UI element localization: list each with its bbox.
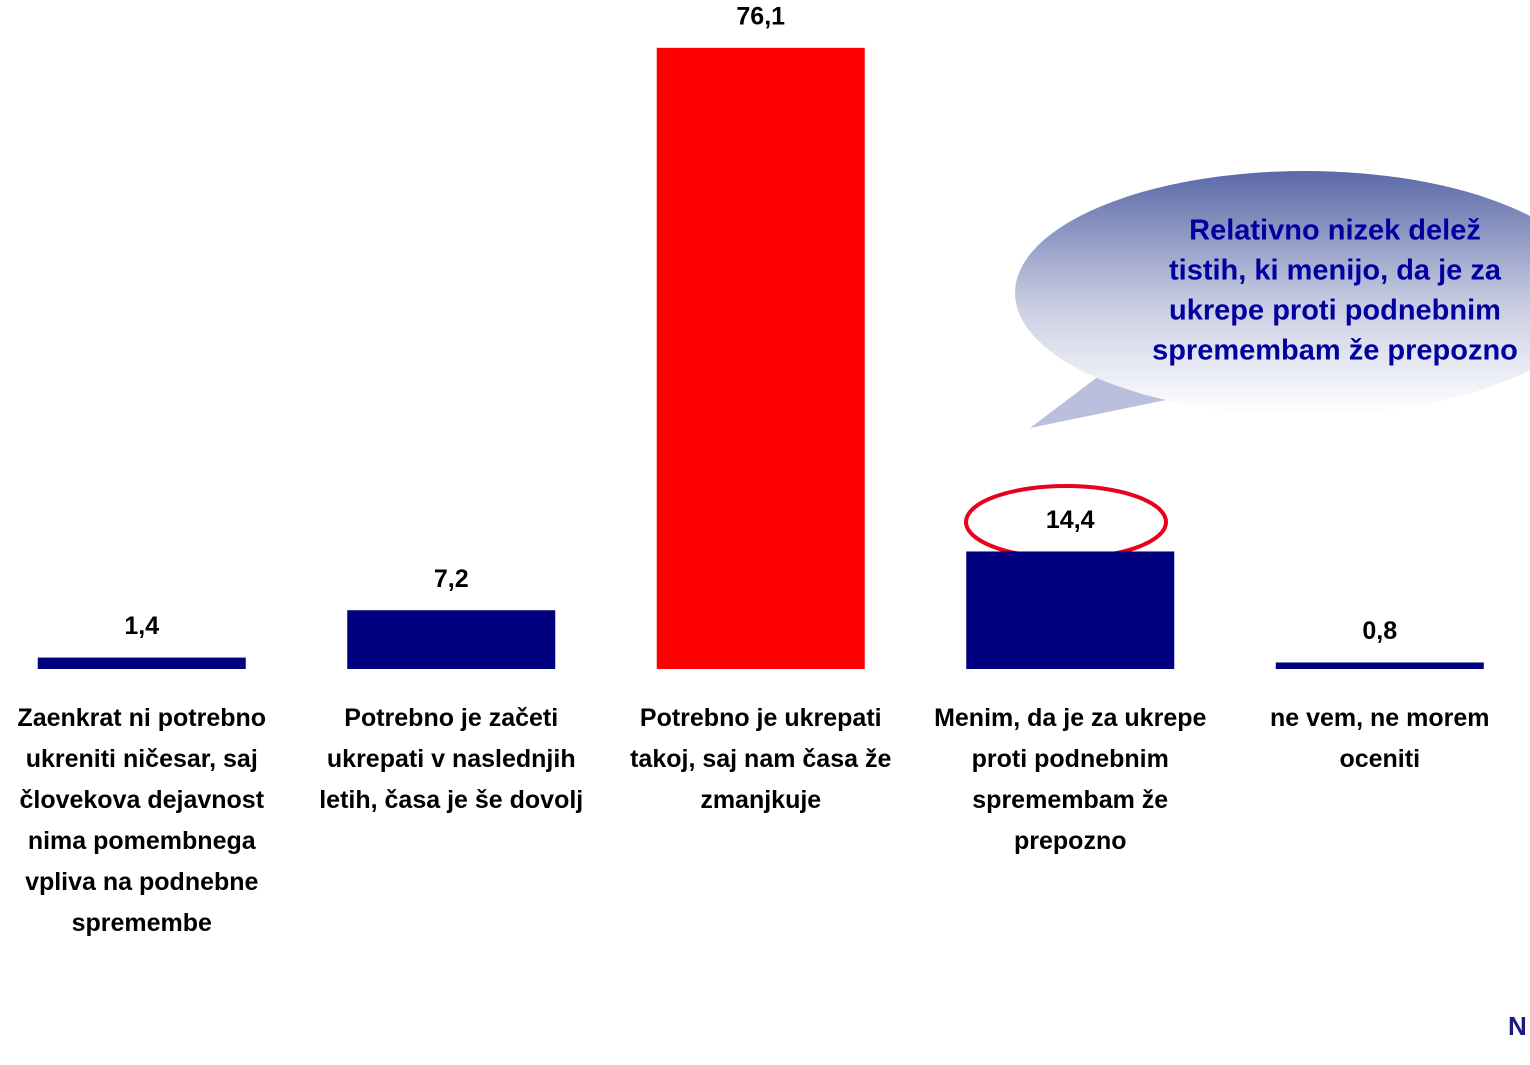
category-label: Zaenkrat ni potrebno ukreniti ničesar, s… [17,704,267,937]
value-label: 1,4 [124,612,159,640]
value-label: 76,1 [736,2,785,30]
annotation-line: spremembam že prepozno [1152,335,1518,367]
bar [966,551,1175,669]
category-label: ne vem, ne morem oceniti [1269,704,1490,773]
category-label: Potrebno je ukrepati takoj, saj nam časa… [630,704,892,814]
bar [347,610,556,669]
speech-bubble [1015,171,1530,415]
bar [37,657,246,669]
value-label: 7,2 [434,565,469,593]
annotation-line: ukrepe proti podnebnim [1169,295,1501,327]
bar [1275,662,1484,669]
value-label: 0,8 [1362,617,1397,645]
annotation-line: tistih, ki menijo, da je za [1169,255,1502,287]
category-label: Menim, da je za ukrepe proti podnebnim s… [934,704,1207,855]
annotation-line: Relativno nizek delež [1189,215,1481,247]
value-label: 14,4 [1046,506,1095,534]
bar [656,47,865,670]
category-label: Potrebno je začeti ukrepati v naslednjih… [319,704,584,814]
footnote: N [1508,1011,1527,1041]
